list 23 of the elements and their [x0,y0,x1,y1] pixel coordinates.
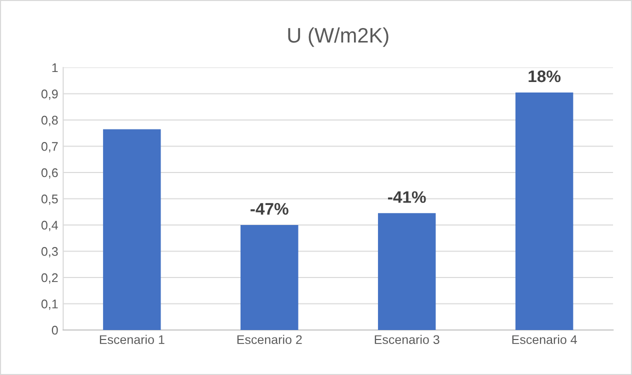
y-tick-label: 0,7 [41,142,58,152]
bar [378,213,436,330]
bar [103,129,161,330]
bar [240,225,298,330]
y-tick-label: 0,6 [41,168,58,179]
chart-title: U (W/m2K) [288,27,388,47]
y-tick-label: 0 [52,326,58,335]
x-tick-label: Escenario 1 [100,334,164,344]
annotation: -41% [388,191,426,203]
y-tick-label: 0,3 [41,247,58,258]
x-tick-label: Escenario 3 [374,334,440,344]
x-tick-label: Escenario 4 [512,334,577,344]
y-tick-label: 0,9 [41,90,58,100]
annotation: -47% [250,203,288,215]
annotation: 18% [528,70,561,82]
x-tick-label: Escenario 2 [237,334,302,344]
y-tick-label: 0,5 [41,194,58,205]
y-tick-label: 0,8 [41,116,58,126]
y-tick-label: 0,1 [41,300,58,310]
y-tick-label: 0,2 [41,273,58,284]
y-tick-label: 1 [52,63,58,72]
bar [515,92,574,330]
y-tick-label: 0,4 [41,220,58,232]
